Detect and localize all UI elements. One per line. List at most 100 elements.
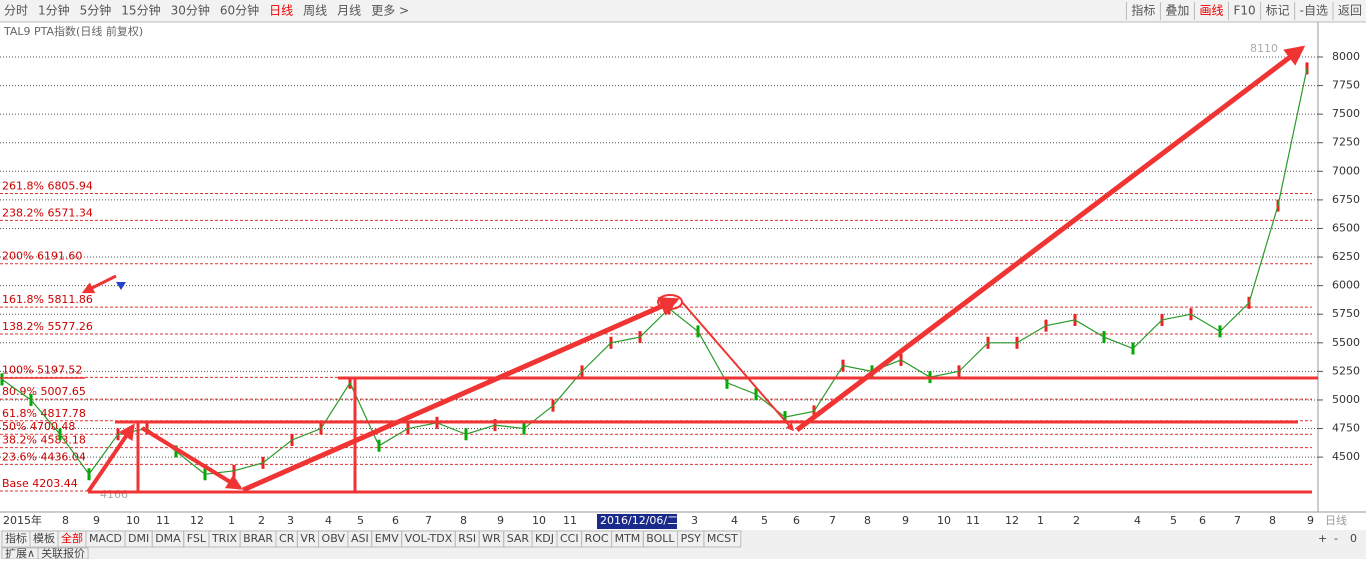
x-tick-label: 1 [228, 514, 235, 527]
indicator-tab[interactable]: EMV [375, 532, 399, 545]
x-tick-label: 1 [1037, 514, 1044, 527]
indicator-tab[interactable]: BOLL [646, 532, 675, 545]
y-tick-label: 5500 [1332, 336, 1360, 349]
toolbar-button[interactable]: F10 [1233, 4, 1255, 18]
toolbar-tab[interactable]: 更多 > [371, 4, 409, 18]
indicator-tab[interactable]: FSL [187, 532, 207, 545]
x-tick-label: 4 [1134, 514, 1141, 527]
toolbar-button[interactable]: 标记 [1266, 4, 1290, 18]
toolbar-tab[interactable]: 周线 [303, 4, 327, 18]
indicator-tab[interactable]: 全部 [61, 531, 83, 545]
indicator-tab[interactable]: CR [279, 532, 295, 545]
level-label: 50% 4700.48 [2, 420, 75, 433]
x-tick-label: 11 [156, 514, 170, 527]
x-tick-label: 7 [425, 514, 432, 527]
indicator-tab[interactable]: BRAR [243, 532, 273, 545]
x-tick-label: 9 [93, 514, 100, 527]
y-tick-label: 5750 [1332, 307, 1360, 320]
chart: 4500475050005250550057506000625065006750… [0, 42, 1360, 529]
zoom-button[interactable]: 0 [1350, 532, 1357, 545]
x-tick-label: 10 [126, 514, 140, 527]
y-tick-label: 8000 [1332, 50, 1360, 63]
toolbar-tab[interactable]: 日线 [269, 4, 293, 18]
marker [116, 282, 126, 290]
toolbar-button[interactable]: -自选 [1300, 4, 1328, 18]
indicator-tab[interactable]: DMI [128, 532, 149, 545]
x-tick-label: 6 [793, 514, 800, 527]
indicator-tab[interactable]: 模板 [33, 531, 55, 545]
level-label: 80.9% 5007.65 [2, 385, 86, 398]
toolbar-button[interactable]: 指标 [1131, 3, 1155, 18]
indicator-tab[interactable]: VOL-TDX [405, 532, 453, 545]
x-tick-label: 7 [829, 514, 836, 527]
x-tick-label: 9 [1307, 514, 1314, 527]
indicator-tab[interactable]: VR [300, 532, 316, 545]
level-label: 100% 5197.52 [2, 363, 82, 376]
toolbar-tab[interactable]: 15分钟 [121, 3, 160, 18]
indicator-tab[interactable]: SAR [507, 532, 530, 545]
toolbar-tab[interactable]: 1分钟 [38, 3, 70, 18]
x-tick-label: 10 [937, 514, 951, 527]
indicator-tab[interactable]: ASI [351, 532, 369, 545]
price-line [1, 68, 1308, 476]
indicator-tab[interactable]: TRIX [211, 532, 238, 545]
indicator-tab[interactable]: MACD [89, 532, 122, 545]
footer-tab[interactable]: 扩展∧ [5, 546, 35, 560]
toolbar-button[interactable]: 叠加 [1165, 4, 1189, 18]
indicator-tab[interactable]: KDJ [535, 532, 554, 545]
y-tick-label: 6250 [1332, 250, 1360, 263]
x-tick-label: 11 [563, 514, 577, 527]
indicator-tab[interactable]: WR [482, 532, 501, 545]
x-tick-label: 8 [62, 514, 69, 527]
level-label: 200% 6191.60 [2, 250, 82, 263]
x-tick-label: 2015年 [3, 513, 42, 527]
x-tick-label: 8 [1269, 514, 1276, 527]
x-tick-label: 2 [258, 514, 265, 527]
x-tick-label: 5 [761, 514, 768, 527]
indicator-tab[interactable]: RSI [458, 532, 476, 545]
x-tick-label: 4 [731, 514, 738, 527]
toolbar-tab[interactable]: 30分钟 [171, 3, 210, 18]
y-tick-label: 6750 [1332, 193, 1360, 206]
annotations [0, 45, 1318, 494]
zoom-button[interactable]: + [1318, 532, 1327, 545]
indicator-tab[interactable]: CCI [560, 532, 579, 545]
zoom-button[interactable]: - [1334, 532, 1338, 545]
indicator-tab[interactable]: ROC [585, 532, 609, 545]
indicator-tab[interactable]: PSY [681, 532, 702, 545]
toolbar-tab[interactable]: 5分钟 [80, 3, 112, 18]
x-tick-label: 6 [1199, 514, 1206, 527]
high-label: 8110 [1250, 42, 1278, 55]
x-tick-label: 3 [287, 514, 294, 527]
toolbar-tab[interactable]: 分时 [4, 4, 28, 18]
y-tick-label: 7500 [1332, 107, 1360, 120]
y-tick-label: 7250 [1332, 136, 1360, 149]
level-label: 23.6% 4436.04 [2, 450, 86, 463]
y-tick-label: 4750 [1332, 422, 1360, 435]
toolbar-button[interactable]: 画线 [1199, 4, 1223, 18]
x-tick-label: 5 [1170, 514, 1177, 527]
x-tick-label: 3 [691, 514, 698, 527]
indicator-tab[interactable]: OBV [322, 532, 346, 545]
level-label: 138.2% 5577.26 [2, 320, 93, 333]
tab-frame [703, 530, 742, 548]
x-tick-label: 9 [497, 514, 504, 527]
indicator-tab[interactable]: MCST [707, 532, 738, 545]
indicator-tab[interactable]: DMA [155, 532, 181, 545]
level-label: 261.8% 6805.94 [2, 179, 93, 192]
x-tick-label: 8 [864, 514, 871, 527]
level-label: Base 4203.44 [2, 477, 78, 490]
x-tick-label: 12 [1005, 514, 1019, 527]
toolbar-tab[interactable]: 60分钟 [220, 3, 259, 18]
indicator-tab[interactable]: 指标 [5, 531, 27, 545]
level-label: 238.2% 6571.34 [2, 206, 93, 219]
toolbar-button[interactable]: 返回 [1338, 4, 1362, 18]
y-tick-label: 5250 [1332, 364, 1360, 377]
toolbar-tab[interactable]: 月线 [337, 4, 361, 18]
footer-tab[interactable]: 关联报价 [41, 546, 85, 560]
period-label: 日线 [1325, 513, 1347, 527]
indicator-tab[interactable]: MTM [615, 532, 641, 545]
x-tick-label: 4 [325, 514, 332, 527]
y-tick-label: 5000 [1332, 393, 1360, 406]
